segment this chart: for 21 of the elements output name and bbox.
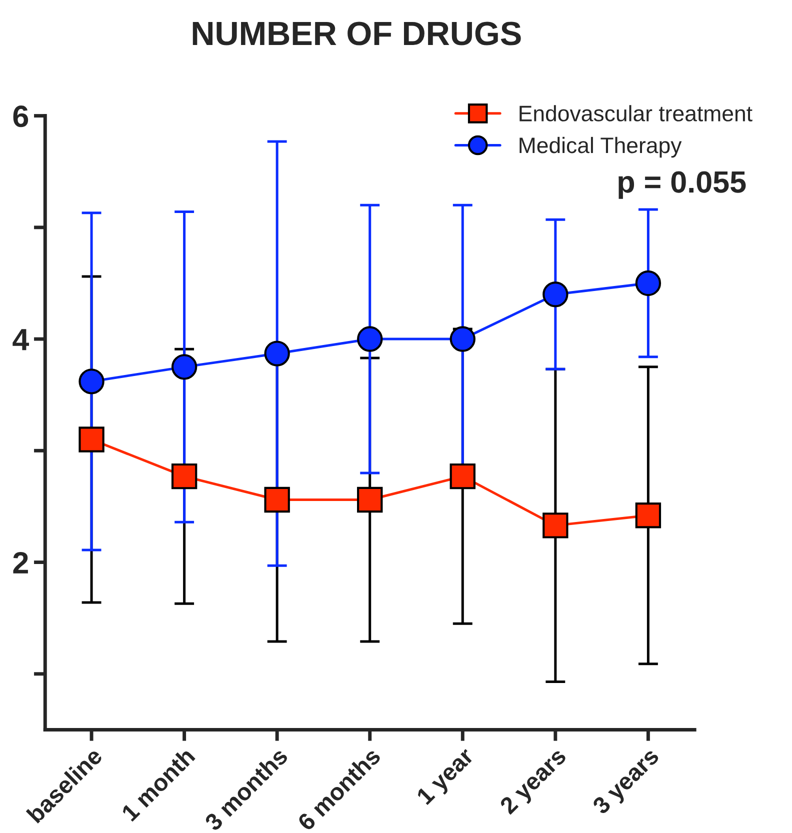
point: [264, 340, 290, 366]
point: [357, 326, 383, 352]
point: [171, 463, 198, 490]
point: [171, 354, 198, 380]
point: [450, 463, 476, 490]
point: [542, 512, 568, 538]
point: [78, 426, 104, 452]
y-tick-label: 2: [13, 552, 28, 574]
point: [635, 270, 662, 296]
legend-label: Endovascular treatment: [520, 105, 752, 122]
y-tick-label: 6: [13, 106, 28, 128]
y-tick-label: 4: [12, 329, 30, 350]
point: [542, 282, 568, 308]
chart-title: NUMBER OF DRUGS: [192, 22, 521, 46]
point: [635, 502, 662, 528]
point: [357, 486, 383, 513]
point: [78, 368, 104, 394]
point: [264, 486, 290, 513]
point: [450, 326, 476, 352]
legend-label: Medical Therapy: [520, 136, 682, 158]
annotation: p = 0.055: [618, 171, 746, 199]
